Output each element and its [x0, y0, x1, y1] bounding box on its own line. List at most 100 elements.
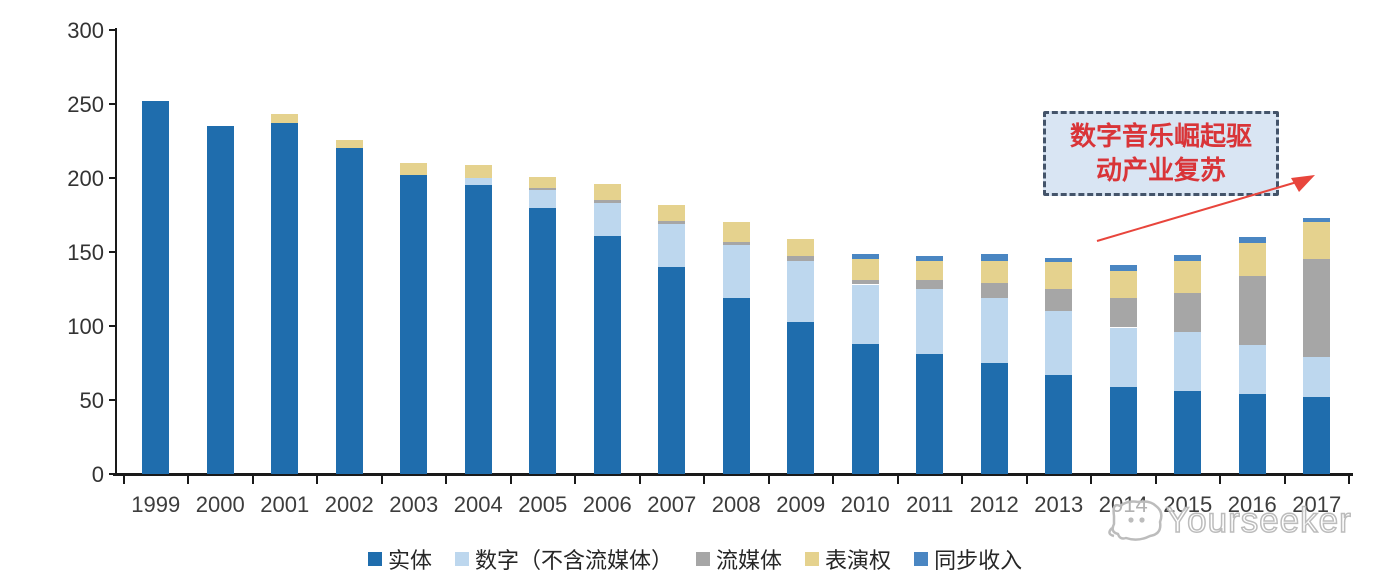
bar-segment-streaming-2012: [980, 283, 1008, 298]
bar-segment-digital-excl-streaming-2013: [1045, 311, 1073, 375]
x-axis-label-2004: 2004: [453, 492, 503, 517]
y-axis-line: [115, 28, 117, 476]
x-axis-tick: [251, 476, 254, 484]
x-axis-label-1999: 1999: [131, 492, 181, 517]
x-axis-tick: [380, 476, 383, 484]
watermark-text: Yourseeker: [1165, 500, 1352, 541]
bar-segment-performance-rights-2010: [851, 259, 879, 281]
bar-segment-sync-revenue-2012: [980, 253, 1008, 261]
bar-segment-digital-excl-streaming-2007: [658, 223, 686, 267]
x-axis-tick: [1025, 476, 1028, 484]
bar-segment-physical-2005: [529, 207, 557, 474]
legend-swatch-streaming: [696, 552, 711, 566]
x-axis-label-2012: 2012: [969, 492, 1019, 517]
bar-segment-performance-rights-2009: [787, 238, 815, 257]
legend-label-sync-revenue: 同步收入: [934, 548, 1023, 573]
legend-label-streaming: 流媒体: [716, 548, 783, 573]
cat-face-icon: [1108, 500, 1163, 541]
bar-segment-physical-1999: [142, 101, 170, 474]
legend-label-digital-excl-streaming: 数字（不含流媒体）: [475, 548, 674, 573]
x-axis-tick: [1219, 476, 1221, 484]
x-axis-label-2002: 2002: [324, 492, 374, 517]
x-axis-label-2013: 2013: [1034, 492, 1084, 517]
bar-segment-physical-2013: [1045, 374, 1073, 474]
x-axis-label-2008: 2008: [711, 492, 761, 517]
bar-segment-performance-rights-2004: [464, 164, 492, 178]
x-axis-label-2006: 2006: [582, 492, 632, 517]
bar-segment-digital-excl-streaming-2005: [529, 189, 557, 208]
bar-segment-sync-revenue-2017: [1303, 218, 1331, 223]
bar-segment-physical-2001: [271, 123, 299, 474]
bar-segment-performance-rights-2011: [916, 260, 944, 281]
bar-segment-digital-excl-streaming-2011: [916, 289, 944, 355]
bar-segment-performance-rights-2017: [1303, 222, 1331, 260]
bar-segment-physical-2004: [464, 185, 492, 474]
x-axis-label-2001: 2001: [260, 492, 310, 517]
bar-segment-digital-excl-streaming-2008: [722, 244, 750, 298]
legend-item-physical: 实体: [368, 543, 432, 575]
bar-segment-physical-2002: [335, 148, 363, 474]
y-axis-tick-label: 0: [91, 462, 104, 487]
bar-segment-performance-rights-2002: [335, 139, 363, 149]
x-axis-tick: [1348, 476, 1350, 484]
x-axis-tick: [832, 476, 834, 484]
bar-segment-streaming-2011: [916, 280, 944, 289]
bar-segment-digital-excl-streaming-2004: [464, 178, 492, 186]
bar-segment-performance-rights-2015: [1174, 260, 1202, 294]
x-axis-tick: [1090, 476, 1092, 484]
x-axis-label-2009: 2009: [776, 492, 826, 517]
bar-segment-physical-2011: [916, 354, 944, 474]
bar-segment-physical-2016: [1238, 394, 1266, 474]
bar-segment-sync-revenue-2016: [1238, 237, 1266, 244]
y-axis-tick-label: 250: [67, 92, 104, 117]
bar-segment-streaming-2007: [658, 220, 686, 224]
legend-item-digital-excl-streaming: 数字（不含流媒体）: [455, 543, 673, 575]
legend-swatch-sync-revenue: [914, 552, 929, 566]
legend-label-physical: 实体: [388, 548, 433, 573]
x-axis-tick: [961, 476, 963, 484]
x-axis-tick: [509, 476, 512, 484]
x-axis-tick: [574, 476, 576, 484]
chart-legend: 实体 数字（不含流媒体） 流媒体 表演权 同步收入: [368, 543, 1022, 575]
bar-segment-sync-revenue-2011: [916, 256, 944, 261]
y-axis-tick: [109, 29, 116, 31]
bar-segment-physical-2006: [593, 235, 621, 474]
x-axis-tick: [703, 476, 705, 484]
bar-segment-performance-rights-2003: [400, 163, 428, 175]
bar-segment-streaming-2005: [529, 188, 557, 190]
bar-segment-digital-excl-streaming-2017: [1303, 357, 1331, 398]
bar-segment-streaming-2008: [722, 241, 750, 245]
bar-segment-physical-2015: [1174, 391, 1202, 474]
bar-segment-physical-2014: [1109, 386, 1137, 474]
legend-swatch-digital-excl-streaming: [455, 552, 470, 566]
bar-segment-physical-2012: [980, 363, 1008, 474]
y-axis-tick-label: 300: [67, 18, 104, 43]
x-axis-label-2005: 2005: [518, 492, 568, 517]
x-axis-tick: [767, 476, 770, 484]
bar-segment-digital-excl-streaming-2015: [1174, 331, 1202, 392]
x-axis-line: [113, 473, 1353, 476]
x-axis-tick: [187, 476, 189, 484]
y-axis-tick: [109, 103, 116, 105]
bar-segment-performance-rights-2007: [658, 204, 686, 221]
bar-segment-digital-excl-streaming-2010: [851, 284, 879, 344]
annotation-callout-box: 数字音乐崛起驱 动产业复苏: [1043, 111, 1279, 196]
bar-segment-streaming-2016: [1238, 275, 1266, 346]
x-axis-label-2000: 2000: [195, 492, 245, 517]
y-axis-tick-label: 200: [67, 166, 104, 191]
x-axis-tick: [445, 476, 447, 484]
legend-swatch-physical: [368, 552, 382, 566]
x-axis-label-2017: 2017: [1292, 492, 1342, 517]
y-axis-tick: [109, 325, 116, 327]
y-axis-tick-label: 50: [79, 388, 104, 413]
x-axis-tick: [122, 476, 125, 484]
bar-segment-physical-2009: [787, 321, 815, 474]
x-axis-tick: [638, 476, 641, 484]
x-axis-label-2011: 2011: [906, 492, 954, 517]
bar-segment-streaming-2006: [593, 200, 621, 204]
bar-segment-digital-excl-streaming-2016: [1238, 345, 1266, 394]
bar-segment-performance-rights-2012: [980, 260, 1008, 284]
bar-segment-sync-revenue-2015: [1174, 255, 1202, 261]
y-axis-tick: [109, 473, 116, 475]
